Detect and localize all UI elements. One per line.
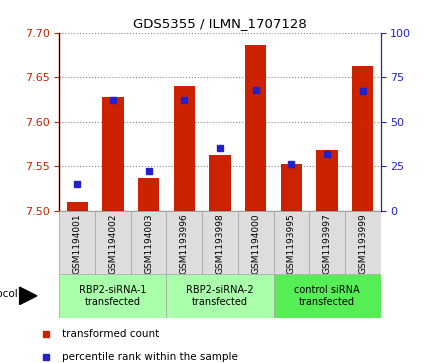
Text: GSM1193998: GSM1193998	[216, 214, 224, 274]
Polygon shape	[20, 287, 37, 305]
Bar	[281, 164, 302, 211]
Bar	[131, 211, 166, 274]
Text: GSM1194001: GSM1194001	[73, 214, 82, 274]
Bar	[102, 97, 124, 211]
Bar	[66, 201, 88, 211]
Text: GSM1193999: GSM1193999	[358, 214, 367, 274]
Text: GSM1193996: GSM1193996	[180, 214, 189, 274]
Text: percentile rank within the sample: percentile rank within the sample	[62, 352, 238, 362]
Bar	[166, 211, 202, 274]
Bar	[59, 211, 95, 274]
Text: GSM1193995: GSM1193995	[287, 214, 296, 274]
Text: RBP2-siRNA-1
transfected: RBP2-siRNA-1 transfected	[79, 285, 147, 307]
Bar	[202, 211, 238, 274]
Bar	[352, 66, 374, 211]
Bar	[316, 150, 338, 211]
Bar	[309, 211, 345, 274]
Bar	[174, 86, 195, 211]
Bar	[345, 211, 381, 274]
Bar	[138, 178, 159, 211]
Bar	[166, 274, 274, 318]
Bar	[245, 45, 266, 211]
Bar	[95, 211, 131, 274]
Text: GSM1193997: GSM1193997	[323, 214, 332, 274]
Bar	[274, 211, 309, 274]
Text: GSM1194003: GSM1194003	[144, 214, 153, 274]
Text: protocol: protocol	[0, 289, 18, 299]
Bar	[238, 211, 274, 274]
Bar	[59, 274, 166, 318]
Title: GDS5355 / ILMN_1707128: GDS5355 / ILMN_1707128	[133, 17, 307, 30]
Text: control siRNA
transfected: control siRNA transfected	[294, 285, 360, 307]
Bar	[209, 155, 231, 211]
Text: GSM1194002: GSM1194002	[108, 214, 117, 274]
Text: RBP2-siRNA-2
transfected: RBP2-siRNA-2 transfected	[186, 285, 254, 307]
Bar	[274, 274, 381, 318]
Text: GSM1194000: GSM1194000	[251, 214, 260, 274]
Text: transformed count: transformed count	[62, 330, 159, 339]
